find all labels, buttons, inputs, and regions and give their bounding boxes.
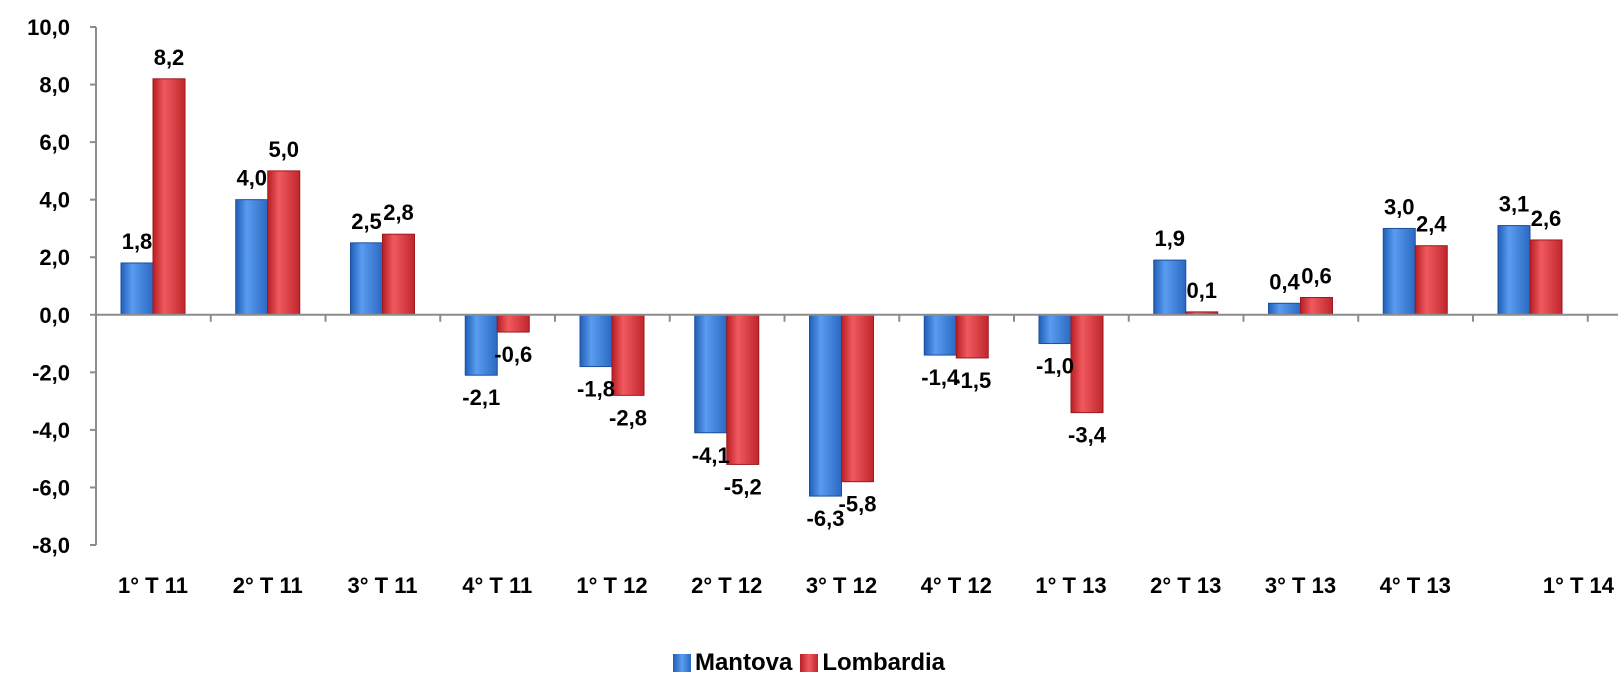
data-label-lombardia: -5,2 [724,474,762,499]
y-tick-label: 8,0 [39,73,70,98]
y-tick-label: -8,0 [32,533,70,558]
bar-mantova-4 [464,314,498,376]
data-label-mantova: -2,1 [462,385,500,410]
x-tick-label: 1° T 13 [1035,573,1106,598]
y-tick-label: -2,0 [32,360,70,385]
bar-lombardia-11 [1300,297,1333,316]
bars [120,78,1563,497]
data-label-lombardia: -1,5 [953,368,991,393]
bar-mantova-10 [1153,259,1187,316]
x-tick-label: 1° T 14 [1543,573,1615,598]
x-tick-label: 4° T 13 [1380,573,1451,598]
bar-mantova-13 [1497,225,1531,316]
data-label-mantova: -1,4 [921,365,960,390]
data-label-mantova: 0,4 [1269,269,1300,294]
data-label-lombardia: 2,8 [383,200,414,225]
data-label-lombardia: 2,6 [1531,206,1562,231]
bar-chart: 10,0 8,0 6,0 4,0 2,0 0,0 -2,0 -4,0 -6,0 -8,0 1° T… [27,15,1618,598]
bar-lombardia-12 [1414,245,1448,316]
bar-lombardia-5 [611,314,645,396]
bar-mantova-1 [120,262,154,316]
data-label-mantova: 1,8 [122,229,153,254]
data-label-lombardia: 5,0 [268,137,299,162]
x-tick-label: 3° T 11 [348,573,418,598]
y-tick-label: 10,0 [27,15,70,40]
y-tick-label: 2,0 [39,245,70,270]
data-label-mantova: -6,3 [807,506,845,531]
x-tick-label: 2° T 11 [233,573,303,598]
legend: Mantova Lombardia [0,648,1618,678]
legend-item-lombardia: Lombardia [800,649,945,677]
y-tick-label: 6,0 [39,130,70,155]
bar-mantova-6 [694,314,728,434]
bar-lombardia-6 [726,314,760,465]
data-label-mantova: 3,0 [1384,194,1415,219]
x-tick-label: 3° T 13 [1265,573,1336,598]
x-tick-label: 4° T 12 [921,573,992,598]
x-tick-label: 1° T 12 [576,573,647,598]
bar-lombardia-4 [496,314,530,333]
data-label-mantova: 2,5 [351,209,382,234]
y-tick-label: 4,0 [39,188,70,213]
data-label-lombardia: -3,4 [1068,423,1107,448]
bar-mantova-11 [1268,302,1301,316]
y-axis: 10,0 8,0 6,0 4,0 2,0 0,0 -2,0 -4,0 -6,0 -8,0 [27,15,97,558]
data-label-lombardia: 0,1 [1186,278,1217,303]
bar-mantova-3 [350,242,383,316]
x-tick-label: 1° T 11 [118,573,188,598]
bar-lombardia-2 [267,170,301,316]
bar-lombardia-1 [152,78,186,316]
data-label-mantova: -1,0 [1036,354,1074,379]
x-axis: 1° T 11 2° T 11 3° T 11 4° T 11 1° T 12 2° T … [95,313,1618,598]
y-tick-label: 0,0 [39,303,70,328]
bar-lombardia-7 [841,314,874,483]
data-label-lombardia: 0,6 [1301,264,1332,289]
y-tick-label: -4,0 [32,418,70,443]
data-label-lombardia: -5,8 [839,492,877,517]
legend-item-mantova: Mantova [672,649,793,677]
x-tick-label: 3° T 12 [806,573,877,598]
x-tick-label: 4° T 11 [462,573,532,598]
legend-swatch-mantova [672,654,691,672]
y-tick-label: -6,0 [32,475,70,500]
data-label-mantova: 1,9 [1154,226,1185,251]
data-label-mantova: 3,1 [1499,192,1530,217]
bar-mantova-8 [923,314,957,356]
x-tick-label: 2° T 12 [691,573,762,598]
legend-swatch-lombardia [800,654,819,672]
data-label-lombardia: 2,4 [1416,212,1447,237]
legend-label-lombardia: Lombardia [822,649,946,676]
data-labels: 1,8 4,0 2,5 -2,1 -1,8 -4,1 -6,3 -1,4 -1,0 1,9 0,4 3… [122,45,1562,531]
data-label-mantova: 4,0 [236,166,267,191]
bar-lombardia-3 [382,233,415,316]
data-label-lombardia: -2,8 [609,405,647,430]
bar-lombardia-8 [955,314,989,359]
bar-mantova-2 [235,199,269,316]
bar-lombardia-9 [1070,314,1104,414]
data-label-mantova: -1,8 [577,377,615,402]
data-label-lombardia: -0,6 [494,342,532,367]
data-label-lombardia: 8,2 [154,45,185,70]
legend-label-mantova: Mantova [694,649,793,676]
bar-mantova-9 [1038,314,1072,345]
bar-mantova-12 [1382,227,1416,316]
bar-lombardia-13 [1529,239,1563,316]
bar-mantova-7 [809,314,842,497]
bar-mantova-5 [579,314,613,368]
data-label-mantova: -4,1 [692,443,730,468]
x-tick-label: 2° T 13 [1150,573,1221,598]
